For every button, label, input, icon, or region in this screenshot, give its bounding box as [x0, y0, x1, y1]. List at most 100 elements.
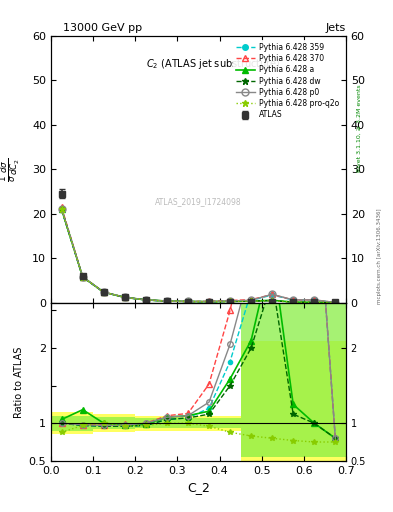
- Pythia 6.428 pro-q2o: [123, 294, 127, 301]
- Pythia 6.428 a: [185, 298, 190, 305]
- Pythia 6.428 370: [207, 298, 211, 304]
- Pythia 6.428 370: [333, 300, 338, 306]
- Pythia 6.428 pro-q2o: [207, 298, 211, 305]
- Legend: Pythia 6.428 359, Pythia 6.428 370, Pythia 6.428 a, Pythia 6.428 dw, Pythia 6.42: Pythia 6.428 359, Pythia 6.428 370, Pyth…: [233, 39, 342, 122]
- Pythia 6.428 dw: [249, 298, 253, 304]
- Pythia 6.428 p0: [270, 291, 275, 297]
- Pythia 6.428 359: [333, 300, 338, 306]
- Pythia 6.428 370: [80, 273, 85, 280]
- Pythia 6.428 a: [59, 206, 64, 212]
- Pythia 6.428 a: [165, 298, 169, 304]
- Line: Pythia 6.428 dw: Pythia 6.428 dw: [58, 206, 339, 306]
- Pythia 6.428 dw: [291, 299, 296, 305]
- Pythia 6.428 370: [228, 297, 232, 304]
- Pythia 6.428 359: [123, 294, 127, 301]
- Pythia 6.428 dw: [101, 289, 106, 295]
- Pythia 6.428 370: [101, 289, 106, 295]
- Pythia 6.428 pro-q2o: [249, 298, 253, 304]
- Y-axis label: Ratio to ATLAS: Ratio to ATLAS: [15, 346, 24, 418]
- Pythia 6.428 dw: [228, 298, 232, 305]
- Text: ATLAS_2019_I1724098: ATLAS_2019_I1724098: [155, 197, 242, 206]
- Pythia 6.428 dw: [312, 299, 317, 305]
- Y-axis label: $\frac{1}{\sigma}\frac{d\sigma}{dC_2}$: $\frac{1}{\sigma}\frac{d\sigma}{dC_2}$: [0, 157, 22, 182]
- Pythia 6.428 pro-q2o: [333, 300, 338, 306]
- Pythia 6.428 dw: [333, 300, 338, 306]
- Pythia 6.428 dw: [270, 297, 275, 304]
- Pythia 6.428 359: [312, 297, 317, 303]
- Pythia 6.428 pro-q2o: [143, 297, 148, 303]
- X-axis label: C_2: C_2: [187, 481, 210, 494]
- Pythia 6.428 dw: [185, 298, 190, 305]
- Pythia 6.428 359: [228, 298, 232, 304]
- Pythia 6.428 359: [80, 274, 85, 280]
- Pythia 6.428 dw: [123, 294, 127, 301]
- Pythia 6.428 a: [270, 297, 275, 303]
- Pythia 6.428 359: [249, 297, 253, 304]
- Pythia 6.428 a: [123, 294, 127, 301]
- Pythia 6.428 359: [165, 298, 169, 304]
- Pythia 6.428 a: [228, 298, 232, 305]
- Pythia 6.428 359: [270, 292, 275, 298]
- Pythia 6.428 dw: [165, 298, 169, 304]
- Pythia 6.428 359: [101, 289, 106, 295]
- Pythia 6.428 dw: [59, 206, 64, 212]
- Pythia 6.428 p0: [59, 205, 64, 211]
- Pythia 6.428 370: [59, 204, 64, 210]
- Pythia 6.428 359: [291, 297, 296, 303]
- Pythia 6.428 pro-q2o: [270, 297, 275, 304]
- Pythia 6.428 a: [312, 299, 317, 305]
- Pythia 6.428 pro-q2o: [165, 298, 169, 304]
- Pythia 6.428 370: [165, 298, 169, 304]
- Pythia 6.428 dw: [143, 297, 148, 303]
- Pythia 6.428 359: [185, 298, 190, 305]
- Pythia 6.428 p0: [333, 300, 338, 306]
- Pythia 6.428 370: [312, 297, 317, 303]
- Pythia 6.428 p0: [80, 274, 85, 280]
- Line: Pythia 6.428 a: Pythia 6.428 a: [58, 206, 339, 306]
- Pythia 6.428 p0: [249, 297, 253, 303]
- Pythia 6.428 pro-q2o: [59, 206, 64, 212]
- Pythia 6.428 359: [207, 298, 211, 305]
- Pythia 6.428 a: [333, 300, 338, 306]
- Pythia 6.428 370: [291, 297, 296, 303]
- Pythia 6.428 pro-q2o: [101, 289, 106, 295]
- Pythia 6.428 p0: [207, 298, 211, 305]
- Pythia 6.428 pro-q2o: [185, 298, 190, 305]
- Pythia 6.428 pro-q2o: [312, 299, 317, 305]
- Pythia 6.428 a: [143, 297, 148, 303]
- Text: Rivet 3.1.10, ≥ 3.2M events: Rivet 3.1.10, ≥ 3.2M events: [357, 84, 362, 172]
- Pythia 6.428 a: [80, 274, 85, 280]
- Pythia 6.428 370: [270, 291, 275, 297]
- Pythia 6.428 a: [249, 298, 253, 304]
- Pythia 6.428 dw: [80, 274, 85, 280]
- Pythia 6.428 p0: [123, 294, 127, 301]
- Text: mcplots.cern.ch [arXiv:1306.3436]: mcplots.cern.ch [arXiv:1306.3436]: [377, 208, 382, 304]
- Pythia 6.428 pro-q2o: [80, 274, 85, 280]
- Pythia 6.428 pro-q2o: [228, 298, 232, 305]
- Pythia 6.428 p0: [101, 289, 106, 295]
- Line: Pythia 6.428 p0: Pythia 6.428 p0: [58, 205, 339, 306]
- Pythia 6.428 359: [59, 206, 64, 212]
- Text: 13000 GeV pp: 13000 GeV pp: [63, 23, 142, 33]
- Pythia 6.428 p0: [312, 297, 317, 303]
- Pythia 6.428 p0: [185, 298, 190, 305]
- Pythia 6.428 370: [249, 296, 253, 303]
- Line: Pythia 6.428 359: Pythia 6.428 359: [59, 207, 338, 305]
- Pythia 6.428 a: [207, 298, 211, 305]
- Pythia 6.428 370: [143, 297, 148, 303]
- Pythia 6.428 p0: [143, 297, 148, 303]
- Pythia 6.428 p0: [165, 298, 169, 304]
- Pythia 6.428 370: [123, 294, 127, 301]
- Text: $C_2$ (ATLAS jet substructure): $C_2$ (ATLAS jet substructure): [146, 57, 281, 71]
- Pythia 6.428 370: [185, 298, 190, 305]
- Pythia 6.428 359: [143, 297, 148, 303]
- Pythia 6.428 a: [291, 299, 296, 305]
- Line: Pythia 6.428 370: Pythia 6.428 370: [58, 204, 339, 306]
- Line: Pythia 6.428 pro-q2o: Pythia 6.428 pro-q2o: [58, 206, 339, 306]
- Pythia 6.428 dw: [207, 298, 211, 305]
- Text: Jets: Jets: [325, 23, 346, 33]
- Pythia 6.428 p0: [291, 297, 296, 303]
- Pythia 6.428 a: [101, 289, 106, 295]
- Pythia 6.428 p0: [228, 298, 232, 304]
- Pythia 6.428 pro-q2o: [291, 299, 296, 305]
